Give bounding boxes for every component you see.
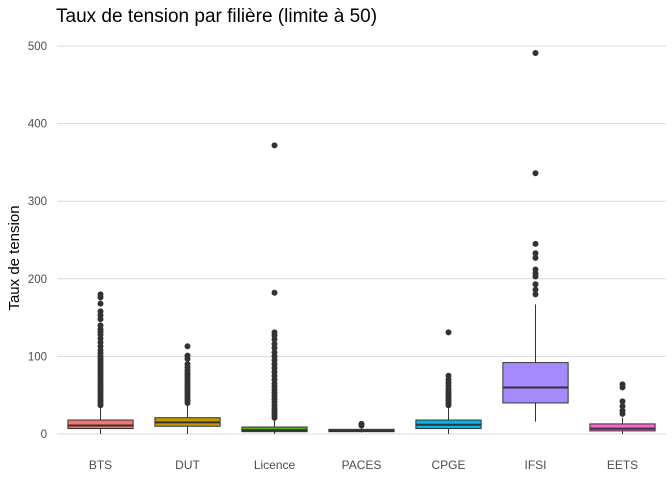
outlier-point <box>532 254 539 261</box>
y-axis-ticks: 0 100 200 300 400 500 <box>28 41 47 441</box>
x-tick-label: PACES <box>342 458 382 472</box>
chart-title: Taux de tension par filière (limite à 50… <box>56 6 377 27</box>
outlier-point <box>532 240 539 247</box>
box-eets <box>589 381 656 434</box>
outlier-point <box>445 329 452 336</box>
outlier-point <box>532 49 539 56</box>
outlier-point <box>532 273 539 280</box>
x-tick-label: EETS <box>607 458 638 472</box>
y-tick-label: 400 <box>28 119 47 131</box>
outlier-point <box>532 286 539 293</box>
outlier-point <box>271 142 278 149</box>
outlier-point <box>184 399 191 406</box>
y-tick-label: 300 <box>28 196 47 208</box>
outlier-point <box>532 281 539 288</box>
x-tick-label: CPGE <box>431 458 465 472</box>
box-licence <box>241 142 308 434</box>
y-tick-label: 100 <box>28 351 47 363</box>
box-bts <box>67 291 134 434</box>
outlier-point <box>271 336 278 343</box>
outlier-point <box>184 343 191 350</box>
boxes <box>67 49 656 434</box>
outlier-point <box>97 300 104 307</box>
box-rect <box>589 423 656 432</box>
x-tick-label: IFSI <box>524 458 546 472</box>
outlier-point <box>532 291 539 298</box>
outlier-point <box>271 414 278 421</box>
outlier-point <box>184 355 191 362</box>
outlier-point <box>619 398 626 405</box>
x-axis-ticks: BTS DUT Licence PACES CPGE IFSI EETS <box>89 458 638 472</box>
outlier-point <box>97 294 104 301</box>
outlier-point <box>445 402 452 409</box>
outlier-point <box>97 316 104 323</box>
outlier-point <box>97 402 104 409</box>
x-tick-label: Licence <box>254 458 296 472</box>
box-rect <box>67 419 134 430</box>
y-tick-label: 0 <box>41 429 47 441</box>
y-axis-label: Taux de tension <box>6 205 23 310</box>
outlier-point <box>619 410 626 417</box>
box-cpge <box>415 329 482 434</box>
outlier-point <box>271 344 278 351</box>
outlier-point <box>532 170 539 177</box>
box-rect <box>502 362 569 404</box>
outlier-point <box>532 250 539 257</box>
gridlines <box>57 45 666 435</box>
outlier-point <box>271 289 278 296</box>
box-paces <box>328 420 395 433</box>
outlier-point <box>619 403 626 410</box>
outlier-point <box>358 422 365 429</box>
y-tick-label: 200 <box>28 274 47 286</box>
box-dut <box>154 343 221 434</box>
x-tick-label: BTS <box>89 458 112 472</box>
outlier-point <box>619 384 626 391</box>
x-tick-label: DUT <box>175 458 200 472</box>
y-tick-label: 500 <box>28 41 47 53</box>
box-ifsi <box>502 49 569 422</box>
